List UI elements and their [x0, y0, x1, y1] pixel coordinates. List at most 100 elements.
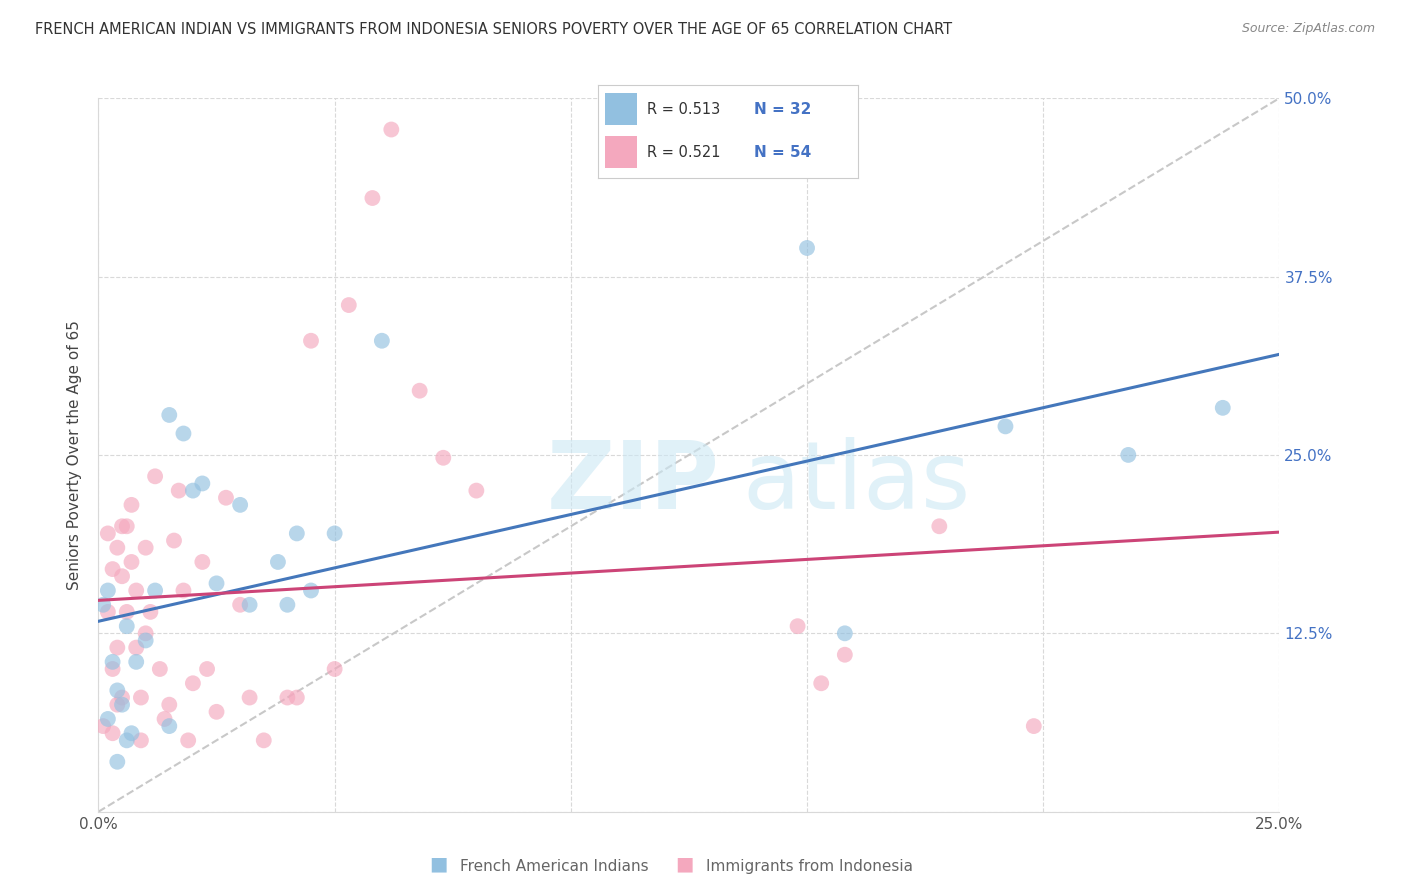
Point	[101, 655, 124, 669]
Point	[105, 698, 128, 712]
Point	[380, 122, 402, 136]
Point	[195, 662, 218, 676]
Point	[299, 334, 322, 348]
Point	[135, 541, 157, 555]
Point	[371, 334, 394, 348]
Point	[191, 476, 214, 491]
Point	[111, 569, 134, 583]
Point	[97, 583, 120, 598]
Point	[834, 648, 856, 662]
Point	[299, 583, 322, 598]
Point	[229, 598, 252, 612]
Point	[115, 619, 138, 633]
Text: R = 0.521: R = 0.521	[647, 145, 720, 160]
Point	[115, 733, 138, 747]
Point	[115, 605, 138, 619]
Text: ZIP: ZIP	[547, 437, 720, 530]
FancyBboxPatch shape	[606, 93, 637, 125]
Text: French American Indians: French American Indians	[460, 859, 648, 873]
Text: N = 54: N = 54	[754, 145, 811, 160]
Point	[172, 426, 194, 441]
Point	[432, 450, 454, 465]
Text: Immigrants from Indonesia: Immigrants from Indonesia	[706, 859, 912, 873]
Point	[105, 541, 128, 555]
Text: ■: ■	[429, 854, 447, 873]
Point	[172, 583, 194, 598]
Point	[97, 526, 120, 541]
Text: FRENCH AMERICAN INDIAN VS IMMIGRANTS FROM INDONESIA SENIORS POVERTY OVER THE AGE: FRENCH AMERICAN INDIAN VS IMMIGRANTS FRO…	[35, 22, 952, 37]
Point	[91, 719, 114, 733]
Point	[129, 733, 152, 747]
Point	[143, 583, 166, 598]
Point	[139, 605, 162, 619]
Point	[205, 576, 228, 591]
Text: R = 0.513: R = 0.513	[647, 102, 720, 117]
Point	[323, 662, 346, 676]
Point	[105, 683, 128, 698]
Point	[361, 191, 384, 205]
Point	[101, 726, 124, 740]
Point	[167, 483, 190, 498]
Point	[115, 519, 138, 533]
Point	[97, 605, 120, 619]
Point	[101, 662, 124, 676]
Point	[177, 733, 200, 747]
Point	[149, 662, 172, 676]
Point	[91, 598, 114, 612]
Point	[239, 690, 262, 705]
Point	[157, 698, 180, 712]
Point	[105, 755, 128, 769]
Point	[101, 562, 124, 576]
Point	[163, 533, 186, 548]
Point	[267, 555, 290, 569]
Point	[253, 733, 276, 747]
Point	[1212, 401, 1234, 415]
Point	[239, 598, 262, 612]
Point	[465, 483, 488, 498]
Point	[285, 690, 308, 705]
Point	[276, 598, 298, 612]
Point	[121, 726, 143, 740]
Point	[276, 690, 298, 705]
Point	[111, 519, 134, 533]
Point	[129, 690, 152, 705]
Point	[285, 526, 308, 541]
Y-axis label: Seniors Poverty Over the Age of 65: Seniors Poverty Over the Age of 65	[67, 320, 83, 590]
Text: ■: ■	[675, 854, 693, 873]
Point	[153, 712, 176, 726]
Point	[97, 712, 120, 726]
Point	[215, 491, 238, 505]
Point	[408, 384, 430, 398]
Point	[157, 408, 180, 422]
Point	[1022, 719, 1045, 733]
Point	[181, 676, 204, 690]
Point	[105, 640, 128, 655]
Point	[994, 419, 1017, 434]
Point	[810, 676, 832, 690]
Point	[135, 626, 157, 640]
Point	[135, 633, 157, 648]
Point	[191, 555, 214, 569]
Point	[143, 469, 166, 483]
Point	[111, 690, 134, 705]
Point	[1116, 448, 1139, 462]
Point	[181, 483, 204, 498]
Point	[337, 298, 360, 312]
Point	[323, 526, 346, 541]
Text: atlas: atlas	[742, 437, 970, 530]
Point	[121, 555, 143, 569]
Point	[125, 655, 148, 669]
Point	[229, 498, 252, 512]
Point	[786, 619, 808, 633]
Point	[157, 719, 180, 733]
Point	[125, 583, 148, 598]
Point	[205, 705, 228, 719]
Text: Source: ZipAtlas.com: Source: ZipAtlas.com	[1241, 22, 1375, 36]
Point	[125, 640, 148, 655]
FancyBboxPatch shape	[606, 136, 637, 168]
Point	[796, 241, 818, 255]
Point	[121, 498, 143, 512]
Point	[834, 626, 856, 640]
Point	[111, 698, 134, 712]
Text: N = 32: N = 32	[754, 102, 811, 117]
